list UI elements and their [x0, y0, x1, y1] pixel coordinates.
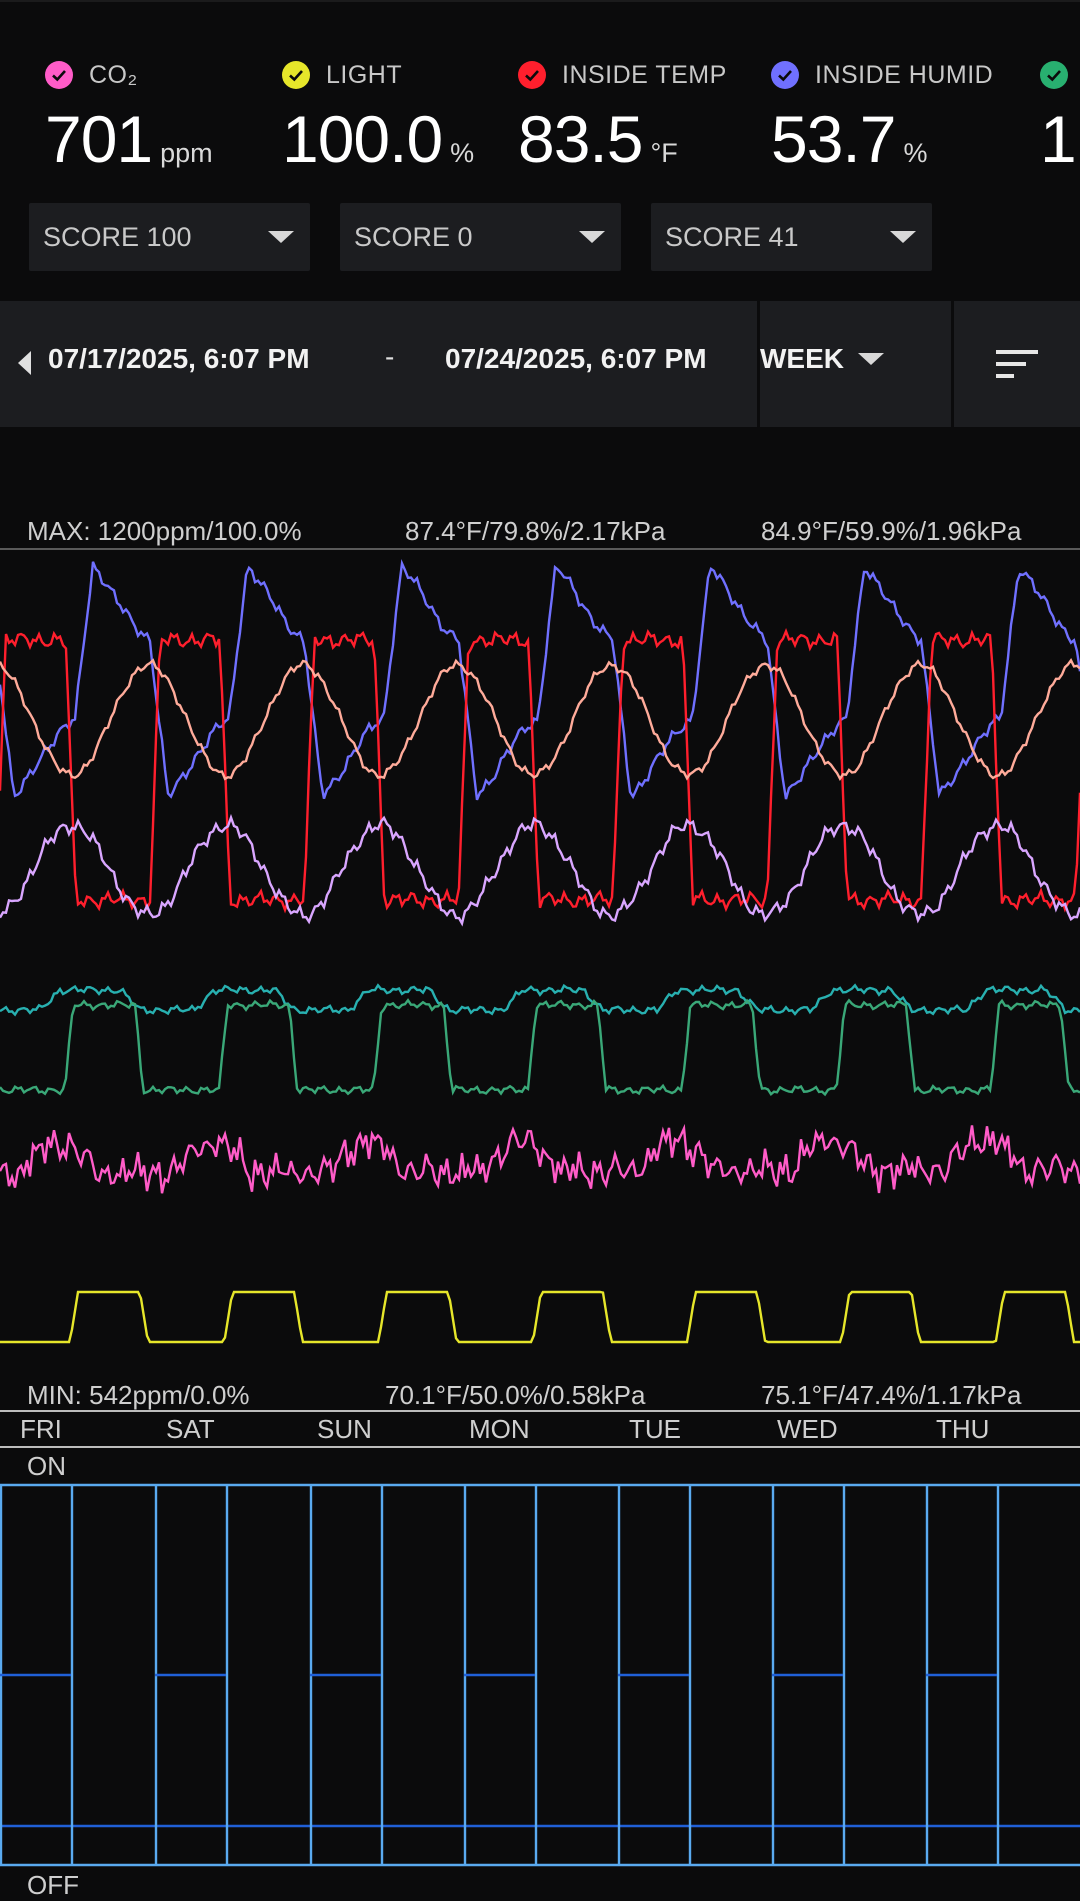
divider — [951, 301, 954, 427]
series-light — [0, 1290, 1080, 1344]
date-separator: - — [385, 341, 395, 372]
metric-inside-temp[interactable]: INSIDE TEMP 83.5 °F — [518, 55, 727, 175]
check-circle-icon[interactable] — [518, 61, 546, 89]
metric-unit: % — [903, 138, 928, 168]
day-label: SAT — [166, 1414, 215, 1444]
score-label: SCORE 0 — [354, 221, 473, 252]
metric-value: 701 — [45, 102, 153, 175]
day-label: TUE — [629, 1414, 681, 1444]
check-circle-icon[interactable] — [282, 61, 310, 89]
metric-inside-humid[interactable]: INSIDE HUMID 53.7 % — [771, 55, 993, 175]
max-label-outside: 84.9°F/59.9%/1.96kPa — [761, 516, 1022, 546]
top-edge — [0, 0, 1080, 2]
day-label: SUN — [317, 1414, 372, 1444]
day-label: WED — [777, 1414, 838, 1444]
series-inside-humid — [0, 558, 1080, 801]
date-range-bar: 07/17/2025, 6:07 PM - 07/24/2025, 6:07 P… — [0, 301, 1080, 427]
metric-unit: °F — [650, 138, 678, 168]
period-label: WEEK — [760, 343, 844, 374]
series-co2 — [0, 1123, 1080, 1194]
series-outside-humid — [0, 813, 1080, 927]
max-label-inside: 87.4°F/79.8%/2.17kPa — [405, 516, 666, 546]
chevron-down-icon — [890, 231, 916, 243]
divider — [757, 301, 760, 427]
score-dropdown[interactable]: SCORE 41 — [651, 203, 932, 271]
chevron-down-icon — [858, 353, 884, 365]
metric-unit: ppm — [160, 138, 213, 168]
day-label: THU — [936, 1414, 990, 1444]
score-label: SCORE 41 — [665, 221, 799, 252]
start-date[interactable]: 07/17/2025, 6:07 PM — [48, 343, 310, 374]
day-label: MON — [469, 1414, 530, 1444]
metric-partial[interactable]: 1. — [1040, 55, 1080, 175]
min-label-outside: 75.1°F/47.4%/1.17kPa — [761, 1380, 1022, 1410]
filter-sort-icon[interactable] — [996, 350, 1038, 380]
series-vpd-teal — [0, 983, 1080, 1017]
min-label-inside: 70.1°F/50.0%/0.58kPa — [385, 1380, 646, 1410]
metric-label: CO₂ — [89, 60, 138, 89]
max-label-co2-light: MAX: 1200ppm/100.0% — [27, 516, 302, 546]
check-circle-icon[interactable] — [45, 61, 73, 89]
series-outside-temp — [0, 657, 1080, 782]
score-label: SCORE 100 — [43, 221, 192, 252]
metrics-row: CO₂ 701 ppm LIGHT 100.0 % INSIDE TEMP 83… — [0, 55, 1080, 175]
min-label-co2-light: MIN: 542ppm/0.0% — [27, 1380, 250, 1410]
metric-label: INSIDE HUMID — [815, 60, 994, 89]
metric-co2[interactable]: CO₂ 701 ppm — [45, 55, 213, 175]
score-dropdown[interactable]: SCORE 100 — [29, 203, 310, 271]
metric-label: LIGHT — [326, 60, 403, 89]
series-vpd-green — [0, 998, 1080, 1097]
period-dropdown[interactable]: WEEK — [760, 343, 884, 375]
metric-light[interactable]: LIGHT 100.0 % — [282, 55, 474, 175]
metric-value: 53.7 — [771, 102, 896, 175]
chevron-down-icon — [268, 231, 294, 243]
score-dropdown[interactable]: SCORE 0 — [340, 203, 621, 271]
metric-unit: % — [450, 138, 475, 168]
metric-value: 1. — [1040, 102, 1080, 175]
check-circle-icon[interactable] — [1040, 61, 1068, 89]
end-date[interactable]: 07/24/2025, 6:07 PM — [445, 343, 707, 374]
metric-label: INSIDE TEMP — [562, 60, 727, 89]
check-circle-icon[interactable] — [771, 61, 799, 89]
day-label: FRI — [20, 1414, 62, 1444]
metric-value: 100.0 — [282, 102, 443, 175]
metric-value: 83.5 — [518, 102, 643, 175]
off-label: OFF — [27, 1870, 79, 1900]
series-layer — [0, 558, 1080, 1344]
chevron-down-icon — [579, 231, 605, 243]
chevron-left-icon[interactable] — [18, 351, 31, 375]
on-label: ON — [27, 1451, 66, 1481]
device-timeline — [0, 1483, 1080, 1867]
